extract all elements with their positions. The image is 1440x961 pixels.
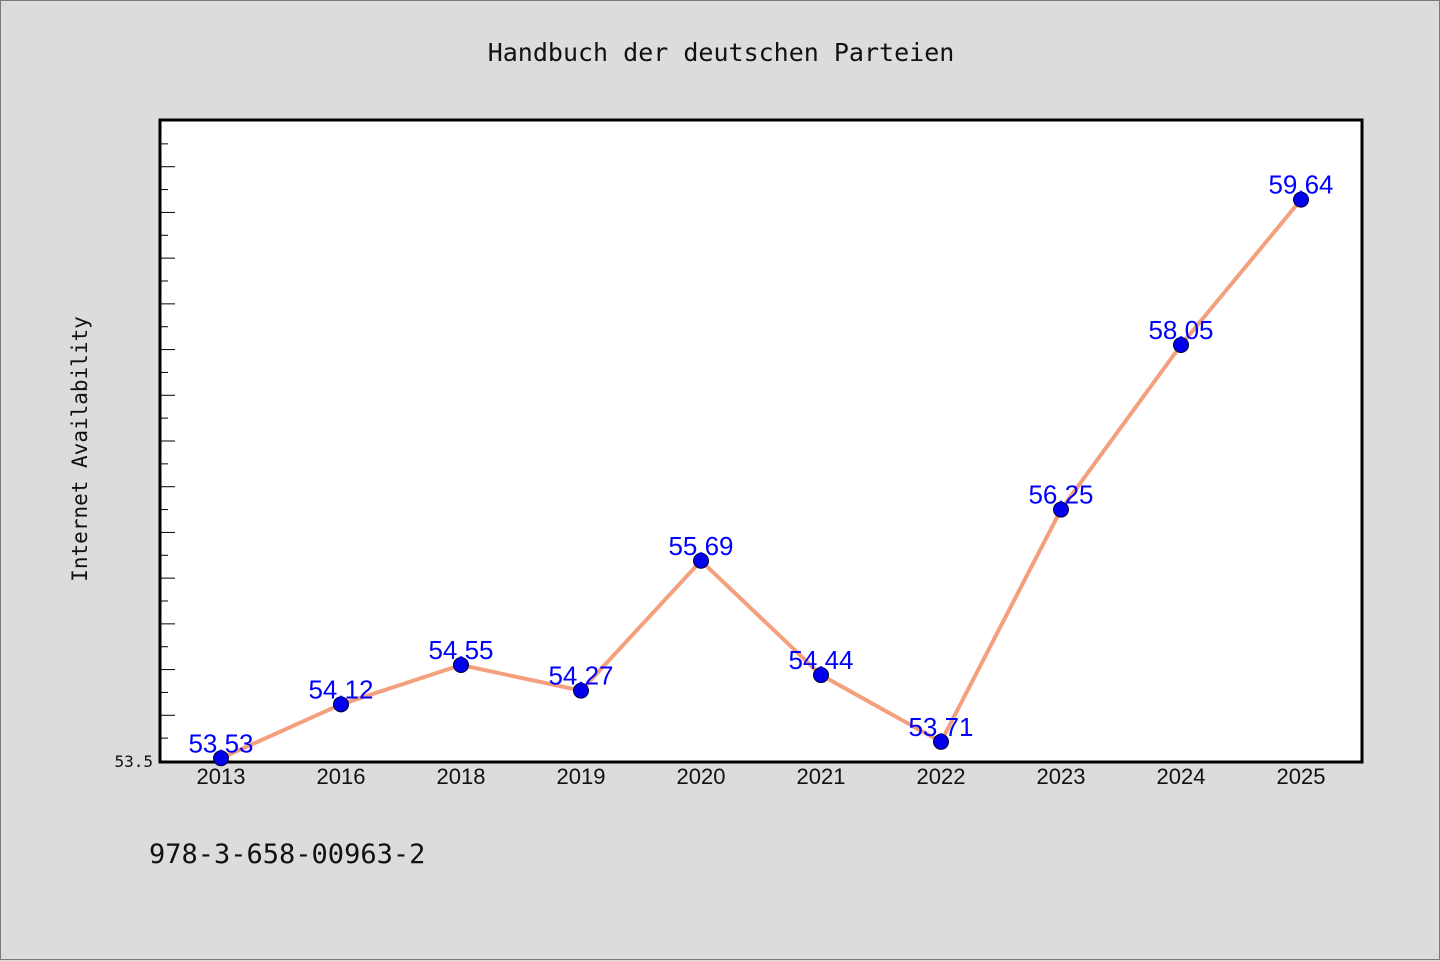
data-point bbox=[213, 750, 229, 767]
data-label: 54.55 bbox=[428, 635, 493, 665]
series-markers bbox=[213, 191, 1309, 767]
data-point bbox=[1293, 191, 1309, 208]
chart-title: Handbuch der deutschen Parteien bbox=[488, 38, 955, 67]
data-point bbox=[573, 682, 589, 699]
x-tick-label: 2018 bbox=[437, 764, 486, 789]
x-tick-label: 2024 bbox=[1157, 764, 1206, 789]
x-tick-label: 2019 bbox=[557, 764, 606, 789]
isbn-footer: 978-3-658-00963-2 bbox=[149, 839, 425, 870]
data-label: 53.53 bbox=[188, 728, 253, 758]
series-line-path bbox=[219, 197, 1303, 761]
x-axis-tick-labels: 2013 2016 2018 2019 2020 2021 2022 2023 2024 2025 bbox=[197, 764, 1326, 789]
data-label: 56.25 bbox=[1028, 480, 1093, 510]
x-tick-label: 2013 bbox=[197, 764, 246, 789]
series-line bbox=[219, 197, 1303, 761]
data-point bbox=[693, 552, 709, 569]
x-tick-label: 2025 bbox=[1277, 764, 1326, 789]
x-tick-label: 2016 bbox=[317, 764, 366, 789]
plot-area bbox=[158, 118, 1364, 764]
y-tick-label-53-5: 53.5 bbox=[114, 752, 153, 771]
x-tick-label: 2021 bbox=[797, 764, 846, 789]
x-tick-label: 2020 bbox=[677, 764, 726, 789]
x-tick-label: 2023 bbox=[1037, 764, 1086, 789]
data-point bbox=[813, 667, 829, 684]
data-point bbox=[933, 733, 949, 750]
data-label: 55.69 bbox=[668, 531, 733, 561]
data-labels: 53.53 54.12 54.55 54.27 55.69 54.44 53.71 56.25… bbox=[188, 170, 1333, 759]
x-tick-label: 2022 bbox=[917, 764, 966, 789]
data-label: 58.05 bbox=[1148, 315, 1213, 345]
data-label: 54.44 bbox=[788, 645, 853, 675]
data-label: 54.27 bbox=[548, 661, 613, 691]
data-point bbox=[1173, 337, 1189, 353]
data-label: 54.12 bbox=[308, 674, 373, 704]
data-point bbox=[333, 696, 349, 713]
data-label: 53.71 bbox=[908, 712, 973, 742]
y-axis-ticks bbox=[161, 120, 175, 762]
data-label: 59.64 bbox=[1268, 170, 1333, 200]
data-point bbox=[1053, 501, 1069, 518]
y-axis-label: Internet Availability bbox=[68, 316, 92, 582]
data-point bbox=[453, 657, 469, 673]
